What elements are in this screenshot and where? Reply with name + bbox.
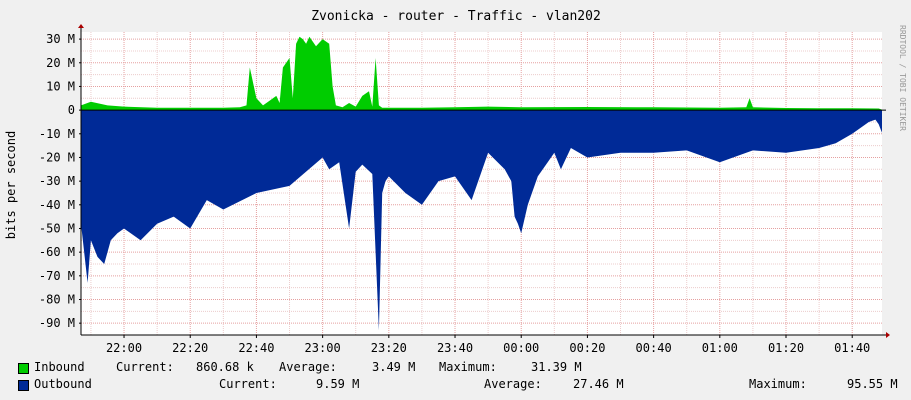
y-tick-label: -80 M xyxy=(39,292,75,306)
x-tick-label: 23:40 xyxy=(437,341,473,355)
legend-row-outbound: Outbound Current: 9.59 M Average: 27.46 … xyxy=(0,377,911,393)
legend-row-inbound: Inbound Current: 860.68 k Average: 3.49 … xyxy=(0,360,911,376)
outbound-average-label: Average: xyxy=(484,377,542,391)
outbound-name: Outbound xyxy=(34,377,92,391)
inbound-average-label: Average: xyxy=(279,360,337,374)
legend: Inbound Current: 860.68 k Average: 3.49 … xyxy=(0,360,911,400)
inbound-average-value: 3.49 M xyxy=(372,360,416,374)
x-tick-label: 00:40 xyxy=(636,341,672,355)
series-areas xyxy=(81,36,882,331)
y-tick-label: -40 M xyxy=(39,198,75,212)
inbound-maximum-value: 31.39 M xyxy=(531,360,582,374)
y-tick-label: 30 M xyxy=(46,32,75,46)
outbound-current-value: 9.59 M xyxy=(316,377,360,391)
inbound-current-value: 860.68 k xyxy=(196,360,254,374)
inbound-maximum-label: Maximum: xyxy=(439,360,497,374)
axes xyxy=(78,24,890,338)
x-axis-arrow xyxy=(886,332,890,338)
x-tick-label: 00:20 xyxy=(569,341,605,355)
y-tick-label: -20 M xyxy=(39,150,75,164)
tick-labels: 30 M 20 M 10 M 0 -10 M -20 M -30 M -40 M -50 M -6… xyxy=(39,32,870,355)
y-tick-label: -30 M xyxy=(39,174,75,188)
chart-title: Zvonicka - router - Traffic - vlan202 xyxy=(311,9,601,24)
x-tick-label: 01:20 xyxy=(768,341,804,355)
outbound-average-value: 27.46 M xyxy=(573,377,624,391)
inbound-swatch xyxy=(18,363,29,374)
y-tick-label: -90 M xyxy=(39,316,75,330)
grid-lines xyxy=(81,32,882,336)
inbound-current-label: Current: xyxy=(116,360,174,374)
x-tick-label: 01:40 xyxy=(834,341,870,355)
series-area-inbound xyxy=(81,36,882,111)
outbound-maximum-value: 95.55 M xyxy=(847,377,898,391)
x-tick-label: 22:20 xyxy=(172,341,208,355)
y-tick-label: -70 M xyxy=(39,269,75,283)
y-axis-label: bits per second xyxy=(4,131,18,239)
outbound-maximum-label: Maximum: xyxy=(749,377,807,391)
x-tick-label: 23:00 xyxy=(305,341,341,355)
outbound-swatch xyxy=(18,380,29,391)
y-tick-label: 10 M xyxy=(46,79,75,93)
y-axis-arrow xyxy=(78,24,84,28)
y-tick-label: -50 M xyxy=(39,221,75,235)
y-tick-label: -60 M xyxy=(39,245,75,259)
y-tick-label: 0 xyxy=(68,103,75,117)
series-area-outbound xyxy=(81,110,882,331)
outbound-current-label: Current: xyxy=(219,377,277,391)
inbound-name: Inbound xyxy=(34,360,85,374)
x-tick-label: 23:20 xyxy=(371,341,407,355)
rrdtool-watermark: RRDTOOL / TOBI OETIKER xyxy=(898,25,907,131)
chart: 30 M 20 M 10 M 0 -10 M -20 M -30 M -40 M -50 M -6… xyxy=(4,9,907,355)
y-tick-label: -10 M xyxy=(39,127,75,141)
x-tick-label: 22:40 xyxy=(238,341,274,355)
x-tick-label: 22:00 xyxy=(106,341,142,355)
x-tick-label: 00:00 xyxy=(503,341,539,355)
x-tick-label: 01:00 xyxy=(702,341,738,355)
y-tick-label: 20 M xyxy=(46,56,75,70)
